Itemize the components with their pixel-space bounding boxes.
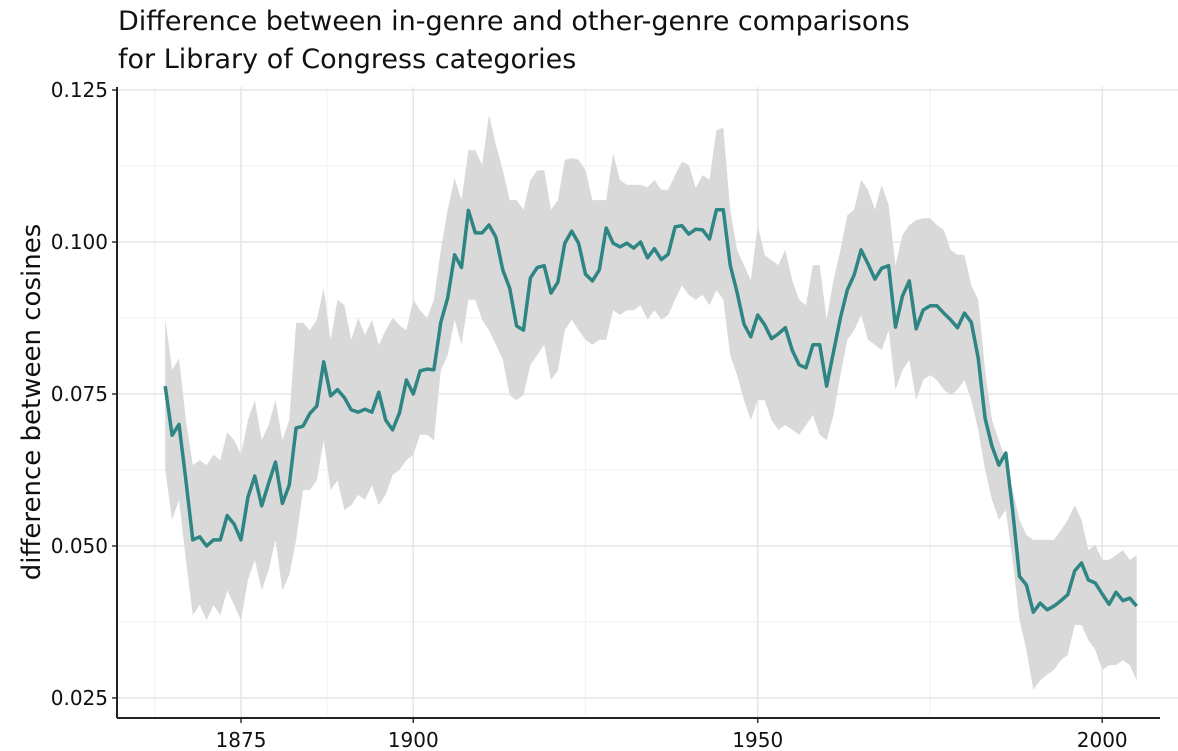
y-tick-label: 0.025	[51, 686, 108, 710]
line	[163, 208, 1139, 614]
x-tick-label: 1875	[216, 728, 267, 751]
y-tick-label: 0.050	[51, 534, 108, 558]
chart-title: Difference between in-genre and other-ge…	[118, 6, 910, 37]
y-tick-label: 0.100	[51, 230, 108, 254]
y-axis-label: difference between cosines	[17, 224, 47, 580]
y-tick-label: 0.075	[51, 382, 108, 406]
chart-title: for Library of Congress categories	[118, 44, 576, 75]
confidence-band	[165, 115, 1137, 690]
x-tick-label: 1950	[732, 728, 783, 751]
x-tick-label: 1900	[388, 728, 439, 751]
y-tick-label: 0.125	[51, 78, 108, 102]
x-tick-label: 2000	[1077, 728, 1128, 751]
